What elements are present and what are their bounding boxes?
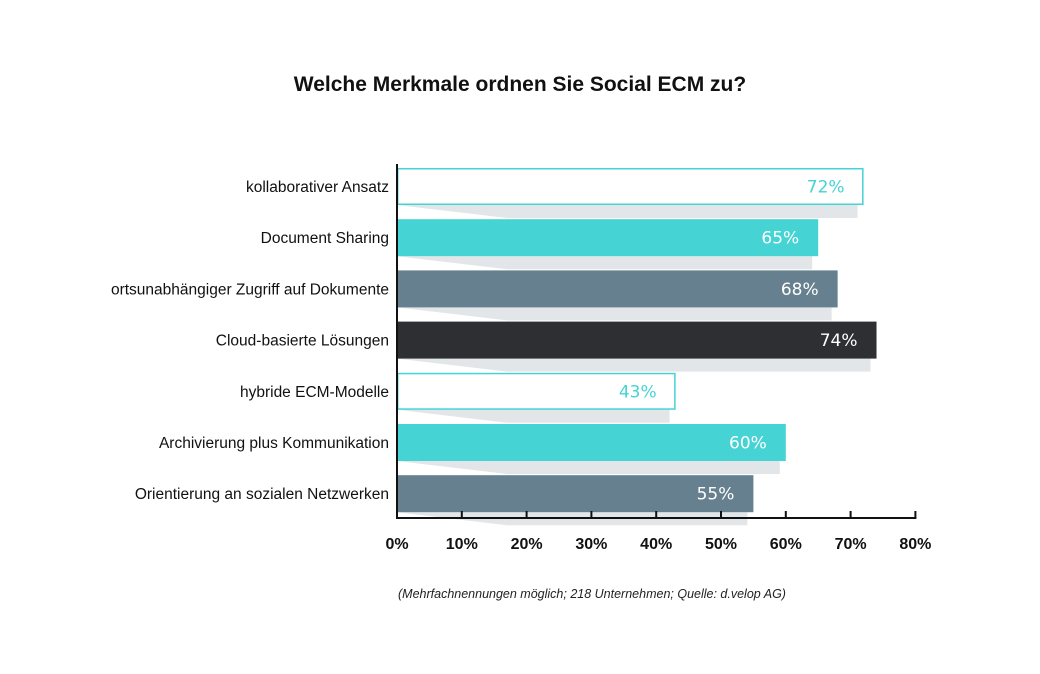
x-tick-label: 80% [899,536,931,553]
value-label: 55% [697,485,735,505]
value-label: 60% [729,434,767,454]
category-label: kollaborativer Ansatz [246,179,389,196]
bar-shadow [397,307,832,321]
bar-shadow [397,409,670,423]
category-label: Document Sharing [261,230,389,247]
bar [397,321,877,359]
axes [396,164,917,519]
category-labels: kollaborativer Ansatz Document Sharing ort… [111,179,389,503]
bar [397,168,864,205]
value-label: 68% [781,280,819,300]
bar [397,475,754,513]
category-label: hybride ECM-Modelle [240,384,389,401]
category-label: Cloud-basierte Lösungen [216,333,389,350]
category-label: Archivierung plus Kommunikation [159,435,389,452]
value-label: 72% [807,178,845,198]
bar [397,270,838,308]
bar-shadow [397,461,780,474]
category-label: ortsunabhängiger Zugriff auf Dokumente [111,281,389,298]
bar [397,219,819,257]
x-tick-label: 10% [446,536,478,553]
chart-title: Welche Merkmale ordnen Sie Social ECM zu… [294,73,746,96]
bar [397,424,786,461]
value-label: 74% [820,331,858,351]
x-tick-label: 30% [575,536,607,553]
x-tick-label: 50% [705,536,737,553]
bar-shadow [397,256,813,270]
category-label: Orientierung an sozialen Netzwerken [135,486,389,503]
bar-shadow [397,205,858,218]
bar [397,372,676,410]
x-tick-label: 20% [511,536,543,553]
footnote: (Mehrfachnennungen möglich; 218 Unterneh… [398,587,786,601]
x-tick-label: 60% [770,536,802,553]
value-label: 65% [761,229,799,249]
value-label: 43% [619,382,657,402]
bars [397,168,877,513]
x-tick-labels: 0% 10% 20% 30% 40% 50% 60% 70% 80% [385,536,931,553]
value-labels: 72% 65% 68% 74% 43% 60% 55% [619,178,858,505]
x-tick-label: 70% [835,536,867,553]
x-tick-label: 0% [385,536,408,553]
bar-shadow [397,358,871,372]
x-tick-label: 40% [640,536,672,553]
